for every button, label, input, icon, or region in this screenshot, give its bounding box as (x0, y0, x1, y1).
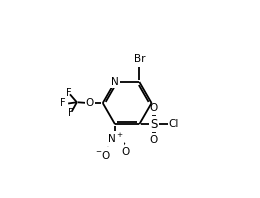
Text: O: O (121, 148, 129, 157)
Text: Cl: Cl (169, 119, 179, 129)
Text: O: O (150, 135, 158, 145)
Text: F: F (68, 108, 73, 118)
Text: F: F (66, 88, 71, 98)
Text: F: F (60, 98, 66, 109)
Text: N$^+$: N$^+$ (107, 132, 123, 145)
Text: O: O (86, 98, 94, 108)
Text: S: S (150, 118, 158, 131)
Text: O: O (150, 103, 158, 113)
Text: $^{-}$O: $^{-}$O (95, 148, 111, 161)
Text: N: N (111, 77, 119, 87)
Text: Br: Br (134, 54, 145, 64)
